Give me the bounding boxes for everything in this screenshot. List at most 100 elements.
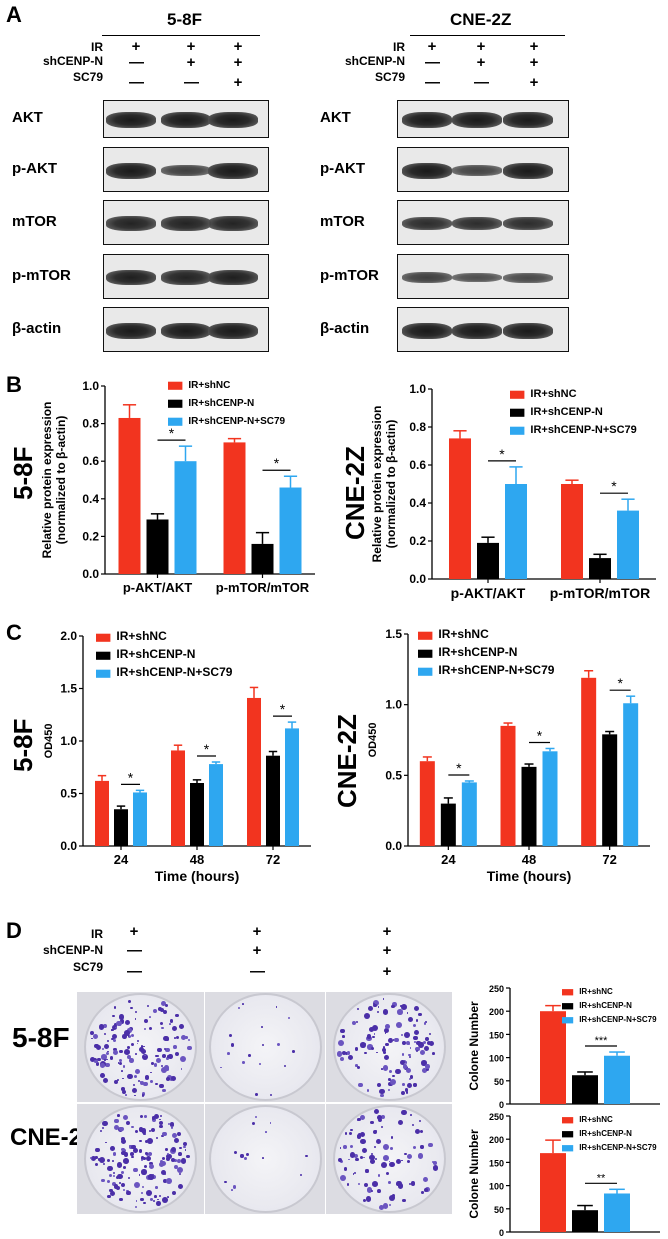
blot-protein-label: p-AKT [320, 159, 365, 177]
x-axis-label: Time (hours) [155, 868, 240, 884]
colony [143, 1115, 147, 1118]
colony [423, 1022, 427, 1025]
category-label: p-AKT/AKT [451, 585, 526, 601]
colony [415, 1128, 421, 1134]
legend-label: IR+shCENP-N+SC79 [579, 1143, 657, 1152]
colony [177, 1151, 182, 1156]
colony [149, 1129, 152, 1132]
colony [114, 1118, 120, 1124]
x-axis-label: Time (hours) [487, 868, 572, 884]
colony [423, 1187, 428, 1192]
colony [134, 1010, 138, 1014]
colony [176, 1166, 183, 1173]
colony [338, 1157, 343, 1162]
colony [103, 1032, 106, 1035]
colony [127, 1055, 131, 1060]
colony [342, 1035, 346, 1038]
y-tick-label: 1.0 [385, 698, 402, 712]
colony [146, 1156, 152, 1162]
colony [416, 1049, 419, 1052]
colony [170, 1126, 174, 1130]
colony [381, 1162, 388, 1169]
blot-protein-label: p-AKT [12, 159, 57, 177]
colony [90, 1156, 93, 1159]
colony [361, 1147, 368, 1153]
colony-dish [332, 993, 446, 1101]
legend-swatch [168, 399, 183, 408]
colony [175, 1013, 179, 1017]
colony [248, 1053, 252, 1057]
colony [359, 1138, 366, 1145]
colony [230, 1043, 234, 1047]
y-tick-label: 0.6 [409, 458, 426, 472]
colony [146, 1004, 150, 1008]
colony-dish [84, 993, 197, 1101]
colony [117, 1062, 120, 1064]
colony [129, 1058, 134, 1063]
colony [410, 1113, 412, 1116]
colony [125, 1094, 127, 1096]
colony [392, 1039, 395, 1041]
colony [395, 1158, 402, 1165]
colony [161, 1026, 164, 1030]
colony [173, 1138, 179, 1144]
colony [90, 1155, 97, 1162]
colony [119, 1018, 125, 1024]
colony [368, 1154, 375, 1161]
colony [158, 1121, 164, 1126]
sign: + [186, 38, 196, 55]
legend-swatch [510, 426, 525, 435]
colony [350, 1144, 354, 1148]
colony-dish [332, 1105, 446, 1213]
colony [432, 1052, 436, 1056]
legend-label: IR+shCENP-N [116, 647, 195, 661]
colony [269, 1122, 272, 1124]
colony [161, 1000, 166, 1006]
colony [148, 1163, 155, 1169]
colony [114, 1079, 119, 1084]
colony [371, 1035, 375, 1039]
colony [367, 1044, 373, 1050]
blot-band [503, 216, 553, 231]
chart-d-cne-2z: 0 50 100 150 200 250 Colone Number ** IR+shNC IR+… [467, 1112, 660, 1238]
colony [366, 1186, 373, 1193]
colony [94, 1155, 98, 1159]
colony [377, 1174, 381, 1177]
blot-strip [397, 147, 569, 192]
blot-band [208, 162, 258, 179]
blot-band [208, 216, 258, 231]
sign: + [233, 74, 243, 91]
colony [162, 1179, 167, 1183]
legend-swatch [562, 1017, 574, 1024]
colony [431, 1160, 434, 1164]
colony [112, 1160, 114, 1162]
colony [149, 1015, 152, 1018]
colony [356, 1066, 360, 1070]
colony [123, 1152, 128, 1157]
colony [349, 1152, 356, 1159]
colony [163, 1009, 168, 1014]
y-axis-label: OD450 [43, 724, 55, 759]
colony [373, 1003, 377, 1008]
significance-mark: * [611, 478, 617, 494]
colony [127, 1046, 130, 1049]
bar [279, 487, 302, 574]
colony [162, 1088, 166, 1093]
colony [143, 1019, 149, 1024]
colony [378, 1204, 384, 1210]
bar [561, 484, 583, 579]
colony [418, 1012, 422, 1016]
colony [425, 1067, 429, 1072]
significance-mark: * [274, 455, 280, 471]
colony [379, 1088, 385, 1094]
colony [411, 1123, 414, 1127]
colony [374, 1109, 380, 1115]
colony [103, 1043, 110, 1050]
legend-swatch [510, 390, 525, 399]
colony [179, 1147, 182, 1150]
colony [413, 1083, 417, 1087]
colony [419, 1129, 423, 1133]
y-tick-label: 0 [499, 1228, 504, 1238]
colony [144, 1140, 148, 1144]
colony [433, 1161, 438, 1165]
